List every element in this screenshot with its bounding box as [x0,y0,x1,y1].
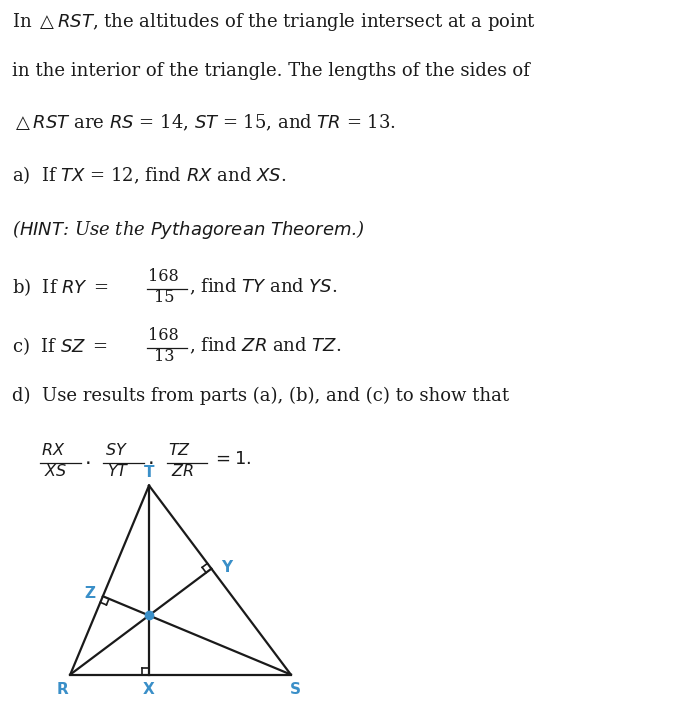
Text: in the interior of the triangle. The lengths of the sides of: in the interior of the triangle. The len… [12,62,530,80]
Text: S: S [290,682,301,697]
Text: T: T [144,465,154,480]
Text: ($HINT$: Use the $Pythagorean$ $Theorem$.): ($HINT$: Use the $Pythagorean$ $Theorem$… [12,218,365,241]
Text: $RX$: $RX$ [41,442,65,459]
Text: $SY$: $SY$ [105,442,127,459]
Text: Z: Z [84,586,95,601]
Text: c)  If $SZ\,$ =: c) If $SZ\,$ = [12,335,108,357]
Text: b)  If $RY\,$ =: b) If $RY\,$ = [12,276,109,298]
Text: 168: 168 [148,268,179,285]
Text: $\triangle RST$ are $RS$ = 14, $ST$ = 15, and $TR$ = 13.: $\triangle RST$ are $RS$ = 14, $ST$ = 15… [12,113,396,133]
Text: a)  If $TX$ = 12, find $RX$ and $XS$.: a) If $TX$ = 12, find $RX$ and $XS$. [12,164,287,186]
Text: 168: 168 [148,327,179,344]
Text: $YT$: $YT$ [107,463,130,480]
Text: 13: 13 [154,348,174,365]
Text: $= 1.$: $= 1.$ [212,450,251,469]
Text: Y: Y [221,559,232,574]
Text: $\cdot$: $\cdot$ [147,453,154,472]
Text: In $\triangle RST$, the altitudes of the triangle intersect at a point: In $\triangle RST$, the altitudes of the… [12,11,537,33]
Text: X: X [143,682,155,697]
Text: , find $TY$ and $YS$.: , find $TY$ and $YS$. [189,276,338,297]
Text: , find $ZR$ and $TZ$.: , find $ZR$ and $TZ$. [189,335,342,356]
Text: $XS$: $XS$ [44,463,68,480]
Text: 15: 15 [154,289,174,306]
Text: $\cdot$: $\cdot$ [84,453,90,472]
Text: d)  Use results from parts (a), (b), and (c) to show that: d) Use results from parts (a), (b), and … [12,386,510,405]
Text: $TZ$: $TZ$ [168,442,191,459]
Text: R: R [56,682,68,697]
Text: $ZR$: $ZR$ [171,463,194,480]
